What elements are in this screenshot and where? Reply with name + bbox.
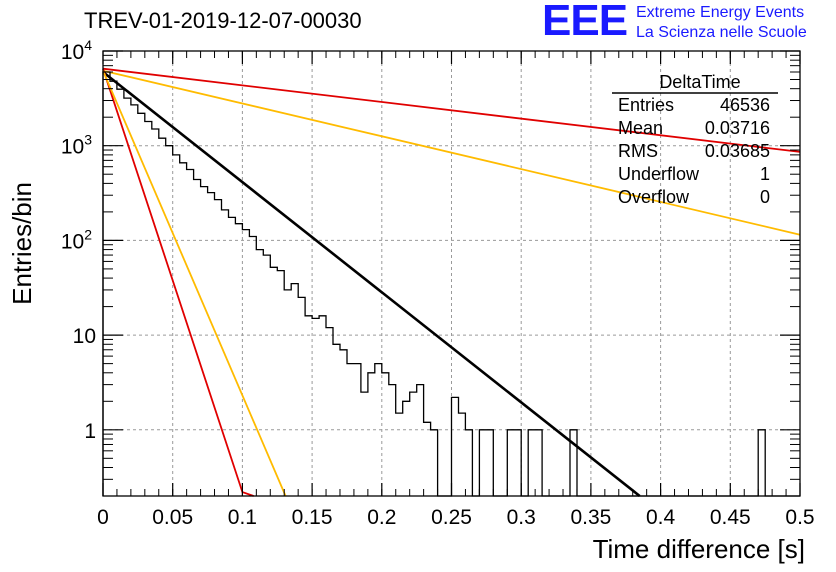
fit-line (102, 70, 641, 498)
stats-row-label: Underflow (618, 164, 700, 184)
stats-row-label: Entries (618, 95, 674, 115)
curves (102, 67, 801, 498)
stats-row-value: 0 (760, 187, 770, 207)
stats-row-label: Mean (618, 118, 663, 138)
y-tick-label: 104 (61, 37, 92, 64)
run-title: TREV-01-2019-12-07-00030 (84, 8, 362, 33)
stats-row-value: 0.03685 (705, 141, 770, 161)
logo-mark: EEE (542, 0, 628, 45)
y-tick-label: 10 (73, 325, 96, 348)
x-tick-labels: 0 0.05 0.1 0.15 0.2 0.25 0.3 0.35 0.4 0.45 0.5 (97, 506, 814, 529)
stats-row-value: 0.03716 (705, 118, 770, 138)
x-tick-label: 0.2 (367, 506, 396, 529)
x-tick-label: 0.5 (785, 506, 814, 529)
stats-row-value: 46536 (720, 95, 770, 115)
x-tick-label: 0.3 (507, 506, 536, 529)
x-tick-label: 0 (97, 506, 109, 529)
y-tick-labels: 1 10 102 103 104 (61, 37, 96, 443)
ticks (102, 50, 801, 497)
stats-row-label: Overflow (618, 187, 690, 207)
y-tick-label: 103 (61, 132, 92, 159)
x-tick-label: 0.15 (292, 506, 333, 529)
stats-row-value: 1 (760, 164, 770, 184)
x-tick-label: 0.1 (228, 506, 257, 529)
x-tick-label: 0.25 (431, 506, 472, 529)
x-tick-label: 0.05 (152, 506, 193, 529)
y-axis-label: Entries/bin (7, 182, 37, 305)
x-tick-label: 0.35 (570, 506, 611, 529)
x-axis-label: Time difference [s] (593, 534, 805, 564)
envelope-line (102, 70, 287, 497)
stats-title: DeltaTime (659, 72, 740, 92)
envelope-line (102, 67, 801, 153)
envelope-line (102, 69, 801, 236)
logo-line-1: Extreme Energy Events (636, 4, 805, 21)
y-tick-label: 102 (61, 226, 92, 253)
x-tick-label: 0.4 (646, 506, 676, 529)
stats-box: DeltaTime Entries 46536 Mean 0.03716 RMS 0.036… (612, 72, 778, 207)
x-tick-label: 0.45 (710, 506, 751, 529)
stats-row-label: RMS (618, 141, 658, 161)
logo-line-2: La Scienza nelle Scuole (636, 24, 807, 41)
y-tick-label: 1 (84, 420, 96, 443)
